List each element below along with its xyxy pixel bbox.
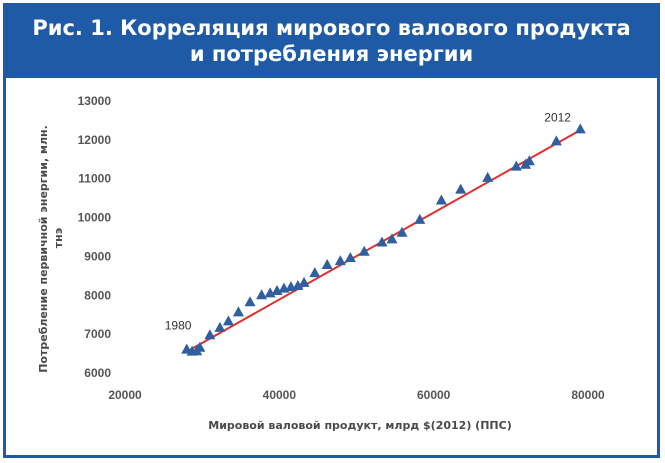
x-tick-label: 40000 (263, 388, 297, 402)
y-axis-label-line-2: тнэ (52, 227, 65, 248)
data-point-triangle (321, 258, 333, 269)
data-point-triangle (244, 296, 256, 307)
data-point-triangle (334, 255, 346, 266)
x-tick-label: 80000 (571, 388, 605, 402)
x-axis-label: Мировой валовой продукт, млрд $(2012) (П… (208, 419, 511, 432)
data-point-triangle (358, 245, 370, 256)
data-point-triangle (298, 276, 310, 287)
y-tick-label: 7000 (84, 327, 111, 341)
data-point-triangle (344, 251, 356, 262)
data-point-triangle (396, 226, 408, 237)
x-tick-label: 20000 (108, 388, 142, 402)
data-point-triangle (435, 194, 447, 205)
data-point-triangle (550, 135, 562, 146)
y-tick-label: 12000 (78, 133, 112, 147)
data-point-triangle (194, 341, 206, 352)
data-point-triangle (309, 267, 321, 278)
figure-title-line-1: Рис. 1. Корреляция мирового валового про… (32, 16, 631, 40)
data-points (181, 123, 586, 356)
data-point-triangle (386, 233, 398, 244)
data-point-triangle (222, 315, 234, 326)
point-annotation: 1980 (165, 319, 192, 333)
y-axis-label-line-1: Потребление первичной энергии, млн. (37, 125, 50, 373)
data-point-triangle (510, 160, 522, 171)
y-tick-label: 8000 (84, 288, 111, 302)
figure-title-line-2: и потребления энергии (189, 42, 474, 66)
y-tick-label: 6000 (84, 366, 111, 380)
data-point-triangle (376, 236, 388, 247)
y-tick-label: 11000 (78, 172, 111, 186)
annotations: 1980 2012 (165, 110, 572, 332)
data-point-triangle (204, 329, 216, 340)
y-tick-label: 9000 (84, 249, 111, 263)
figure-header: Рис. 1. Корреляция мирового валового про… (6, 6, 657, 78)
data-point-triangle (256, 289, 268, 300)
data-point-triangle (482, 171, 494, 182)
data-point-triangle (414, 213, 426, 224)
x-tick-label: 60000 (417, 388, 451, 402)
data-point-triangle (455, 183, 467, 194)
data-point-triangle (292, 279, 304, 290)
point-annotation: 2012 (544, 110, 571, 124)
data-point-triangle (523, 155, 535, 166)
data-point-triangle (232, 306, 244, 317)
x-axis-ticks: 20000 40000 60000 80000 (108, 388, 605, 402)
y-tick-label: 13000 (78, 94, 112, 108)
y-tick-label: 10000 (78, 211, 112, 225)
data-point-triangle (214, 321, 226, 332)
figure-frame: Рис. 1. Корреляция мирового валового про… (3, 3, 660, 458)
data-point-triangle (574, 123, 586, 134)
y-axis-ticks: 6000 7000 8000 9000 10000 11000 12000 13000 (78, 94, 112, 380)
